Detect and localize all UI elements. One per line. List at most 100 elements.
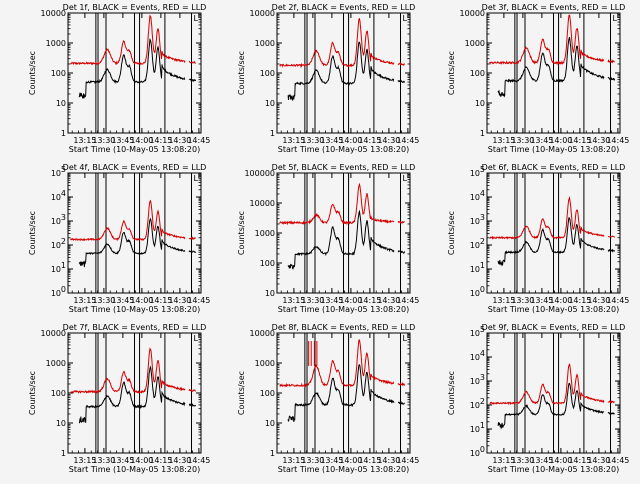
y-tick-exponent: 1 bbox=[480, 261, 485, 270]
events-series-line bbox=[287, 209, 406, 270]
y-tick-exponent: 0 bbox=[480, 445, 485, 454]
flag-label: L bbox=[613, 334, 618, 343]
x-axis-label: Start Time (10-May-05 13:08:20) bbox=[278, 305, 409, 314]
x-tick-label: 14:15 bbox=[149, 296, 172, 305]
x-tick-label: 13:15 bbox=[492, 136, 515, 145]
x-tick-label: 14:00 bbox=[130, 136, 153, 145]
y-axis-label: Counts/sec bbox=[28, 51, 37, 95]
panel-det-7: Det 7f, BLACK = Events, RED = LLD 1 10 100 1… bbox=[28, 323, 210, 474]
x-tick-label: 14:00 bbox=[549, 456, 572, 465]
x-tick-label: 13:45 bbox=[320, 136, 343, 145]
y-tick-label: 10 bbox=[56, 419, 66, 428]
x-tick-label: 14:00 bbox=[339, 136, 362, 145]
y-tick-label: 10 bbox=[51, 217, 61, 226]
x-tick-label: 14:45 bbox=[187, 136, 210, 145]
x-axis-label: Start Time (10-May-05 13:08:20) bbox=[69, 305, 200, 314]
y-tick-exponent: 2 bbox=[480, 237, 485, 246]
y-tick-exponent: 1 bbox=[480, 421, 485, 430]
y-axis-label: Counts/sec bbox=[28, 211, 37, 255]
events-series-line bbox=[497, 382, 616, 430]
x-tick-label: 14:45 bbox=[396, 296, 419, 305]
y-tick-label: 10 bbox=[470, 193, 480, 202]
events-series-line bbox=[497, 36, 616, 98]
y-tick-label: 10000 bbox=[250, 329, 275, 338]
x-tick-label: 14:30 bbox=[168, 296, 191, 305]
x-tick-label: 14:00 bbox=[130, 456, 153, 465]
events-series-line bbox=[78, 38, 197, 99]
y-tick-label: 1000 bbox=[46, 359, 66, 368]
x-tick-label: 13:30 bbox=[301, 136, 324, 145]
panel-title: Det 7f, BLACK = Events, RED = LLD bbox=[63, 323, 207, 332]
flag-label: L bbox=[194, 334, 199, 343]
events-series-line bbox=[497, 216, 616, 267]
flag-label: L bbox=[403, 174, 408, 183]
y-tick-label: 10 bbox=[56, 99, 66, 108]
flag-label: L bbox=[194, 14, 199, 23]
y-tick-label: 100 bbox=[51, 389, 66, 398]
y-tick-exponent: 3 bbox=[480, 213, 485, 222]
x-tick-label: 13:45 bbox=[111, 136, 134, 145]
x-tick-label: 14:15 bbox=[358, 136, 381, 145]
panel-det-5: Det 5f, BLACK = Events, RED = LLD 10 100 10… bbox=[237, 163, 419, 314]
y-tick-label: 10 bbox=[475, 99, 485, 108]
x-axis-label: Start Time (10-May-05 13:08:20) bbox=[488, 465, 619, 474]
y-tick-label: 1 bbox=[270, 129, 275, 138]
x-tick-label: 14:15 bbox=[568, 136, 591, 145]
x-tick-label: 14:45 bbox=[187, 456, 210, 465]
y-tick-exponent: 3 bbox=[480, 373, 485, 382]
y-tick-label: 1000 bbox=[255, 229, 275, 238]
x-tick-label: 14:30 bbox=[168, 456, 191, 465]
y-tick-exponent: 1 bbox=[61, 261, 66, 270]
panel-title: Det 6f, BLACK = Events, RED = LLD bbox=[482, 163, 626, 172]
x-tick-label: 13:45 bbox=[530, 136, 553, 145]
x-tick-label: 14:15 bbox=[568, 296, 591, 305]
y-tick-label: 10 bbox=[470, 353, 480, 362]
events-series-line bbox=[78, 217, 197, 268]
lld-series-line bbox=[70, 14, 197, 66]
y-tick-label: 100 bbox=[260, 69, 275, 78]
x-axis-label: Start Time (10-May-05 13:08:20) bbox=[278, 145, 409, 154]
y-tick-label: 10 bbox=[51, 193, 61, 202]
x-tick-label: 13:30 bbox=[511, 136, 534, 145]
events-series-line bbox=[287, 364, 405, 422]
x-tick-label: 14:45 bbox=[606, 296, 629, 305]
x-tick-label: 14:30 bbox=[168, 136, 191, 145]
y-tick-label: 100 bbox=[51, 69, 66, 78]
flag-label: L bbox=[613, 174, 618, 183]
x-tick-label: 14:30 bbox=[377, 136, 400, 145]
y-axis-label: Counts/sec bbox=[237, 211, 246, 255]
flag-label: L bbox=[403, 14, 408, 23]
events-series-line bbox=[79, 365, 197, 424]
x-tick-label: 14:45 bbox=[187, 296, 210, 305]
lld-series-line bbox=[279, 17, 406, 69]
y-tick-label: 10 bbox=[265, 419, 275, 428]
x-tick-label: 14:30 bbox=[587, 456, 610, 465]
x-tick-label: 13:30 bbox=[92, 296, 115, 305]
x-tick-label: 13:45 bbox=[111, 456, 134, 465]
x-tick-label: 14:15 bbox=[358, 456, 381, 465]
lld-series-line bbox=[279, 182, 406, 226]
y-tick-label: 10 bbox=[51, 265, 61, 274]
flag-label: L bbox=[403, 334, 408, 343]
x-tick-label: 13:15 bbox=[73, 296, 96, 305]
x-tick-label: 13:45 bbox=[530, 296, 553, 305]
y-tick-label: 10 bbox=[51, 289, 61, 298]
y-tick-label: 1000 bbox=[255, 359, 275, 368]
y-tick-label: 10000 bbox=[460, 9, 485, 18]
x-tick-label: 14:30 bbox=[587, 136, 610, 145]
panel-det-3: Det 3f, BLACK = Events, RED = LLD 1 10 100 1… bbox=[447, 3, 629, 154]
x-axis-label: Start Time (10-May-05 13:08:20) bbox=[488, 145, 619, 154]
y-tick-label: 10 bbox=[51, 169, 61, 178]
x-tick-label: 14:45 bbox=[606, 456, 629, 465]
y-tick-label: 10 bbox=[470, 217, 480, 226]
y-tick-label: 10 bbox=[470, 377, 480, 386]
panel-title: Det 2f, BLACK = Events, RED = LLD bbox=[272, 3, 416, 12]
y-tick-exponent: 3 bbox=[61, 213, 66, 222]
lld-series-line bbox=[70, 199, 197, 242]
lld-series-line bbox=[279, 339, 406, 388]
y-tick-label: 1000 bbox=[255, 39, 275, 48]
x-tick-label: 14:30 bbox=[377, 296, 400, 305]
x-tick-label: 14:45 bbox=[396, 456, 419, 465]
